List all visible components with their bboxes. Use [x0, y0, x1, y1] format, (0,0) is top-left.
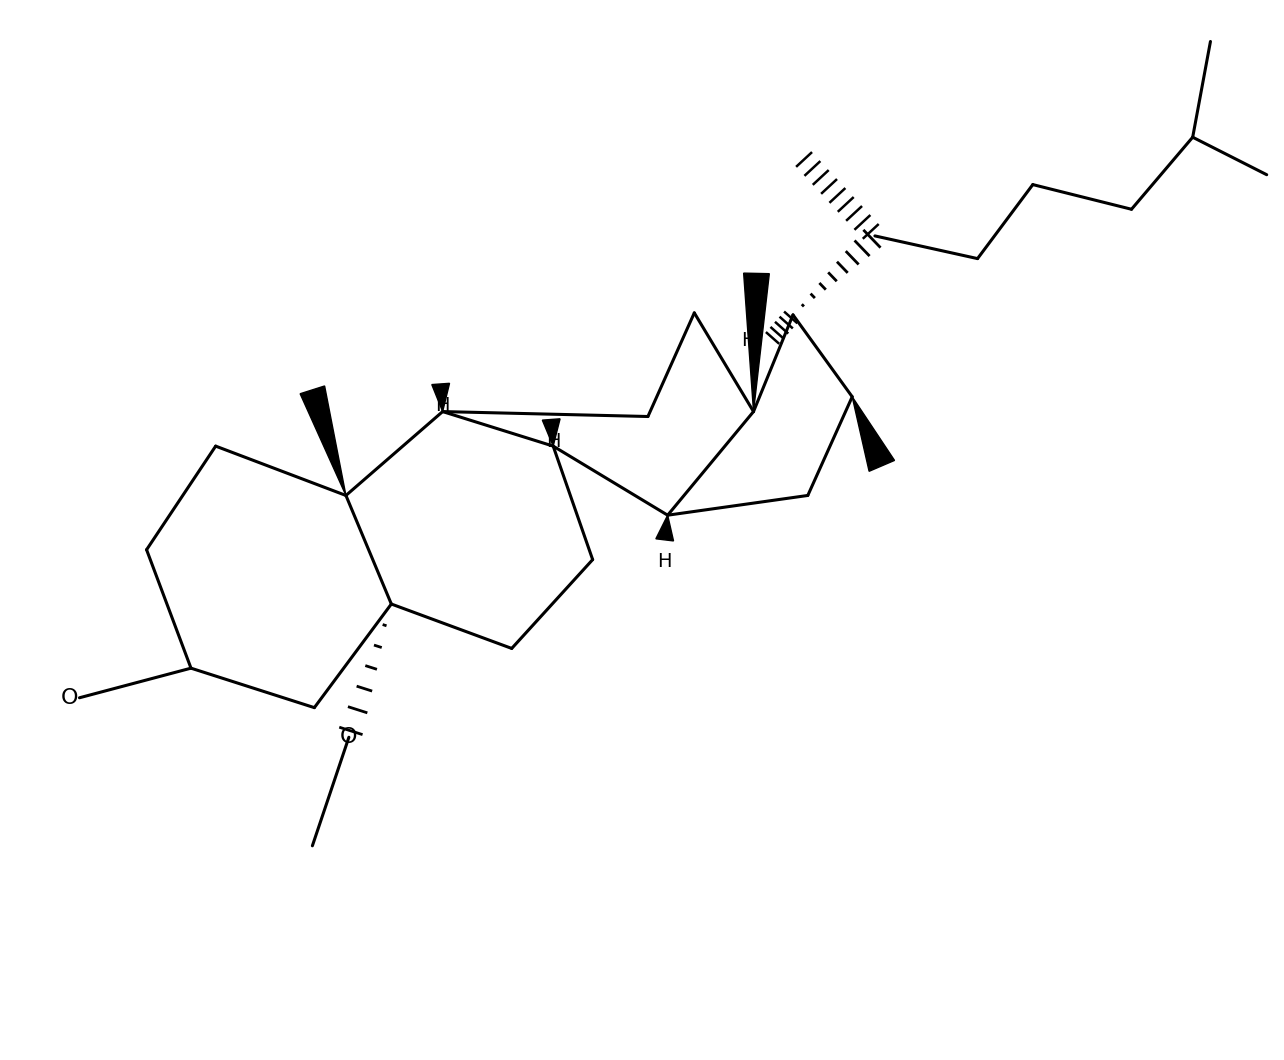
Polygon shape — [300, 386, 345, 495]
Text: O: O — [60, 688, 78, 708]
Polygon shape — [431, 384, 449, 411]
Text: O: O — [340, 727, 358, 747]
Text: H: H — [657, 552, 672, 571]
Text: H: H — [435, 396, 449, 416]
Text: H: H — [741, 331, 756, 350]
Text: H: H — [546, 431, 560, 450]
Polygon shape — [656, 515, 674, 541]
Polygon shape — [743, 273, 769, 411]
Polygon shape — [853, 396, 895, 472]
Polygon shape — [542, 419, 560, 446]
